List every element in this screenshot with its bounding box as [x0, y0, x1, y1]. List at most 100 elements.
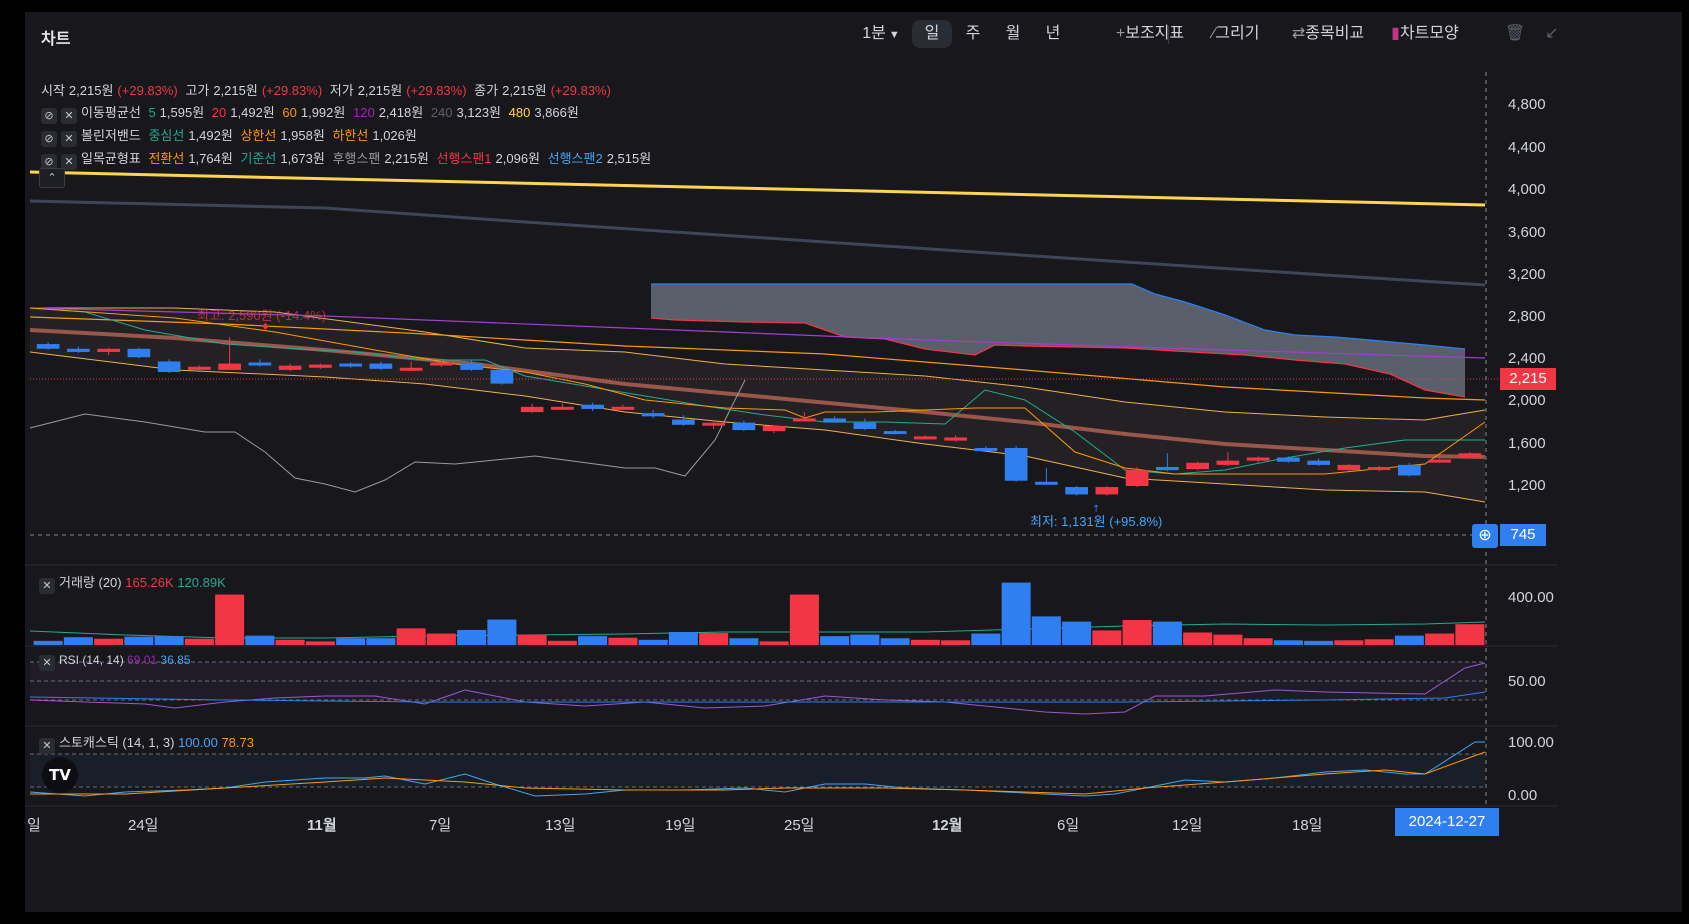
- rsi-label: RSI (14, 14): [59, 653, 124, 667]
- date-tick: 25일: [784, 817, 815, 834]
- ma120-value: 2,418원: [378, 105, 424, 120]
- rsi-signal-line: [29, 691, 1486, 703]
- toolbar-divider: [1168, 26, 1169, 44]
- collapse-legend-button[interactable]: ⌃: [39, 168, 65, 188]
- trash-icon[interactable]: 🗑: [1504, 25, 1526, 42]
- volume-bar: [1122, 620, 1152, 645]
- candle-body: [1035, 481, 1058, 485]
- ichimoku-conversion-line: [29, 307, 1486, 475]
- date-tick: 7일: [429, 817, 452, 834]
- close-icon[interactable]: ✕: [61, 108, 77, 124]
- chart-window: 차트 1분 ▼ 일 주 월 년 +보조지표 ⁄그리기 ⇄종목비교 ▮차트모양 🗑 …: [25, 12, 1682, 912]
- crosshair-date-tag: 2024-12-27: [1395, 808, 1499, 836]
- close-label: 종가: [474, 83, 499, 98]
- candle-body: [1125, 470, 1149, 486]
- volume-bar: [729, 638, 759, 645]
- candle-body: [278, 365, 302, 370]
- volume-bar: [63, 637, 93, 645]
- pencil-icon: ⁄: [1212, 25, 1216, 42]
- spana-label: 선행스팬1: [436, 151, 492, 166]
- close-icon[interactable]: ✕: [39, 578, 55, 594]
- period-month-button[interactable]: 월: [1005, 25, 1021, 42]
- chart-style-button[interactable]: ▮차트모양: [1385, 20, 1465, 48]
- bb-lower-value: 1,026원: [372, 128, 417, 143]
- volume-bar: [336, 638, 366, 645]
- eye-off-icon[interactable]: ⊘: [41, 131, 57, 147]
- ma20-value: 1,492원: [230, 105, 275, 120]
- candle-body: [309, 364, 332, 368]
- volume-value-1: 165.26K: [125, 575, 174, 590]
- indicator-button[interactable]: +보조지표: [1110, 20, 1190, 48]
- close-icon[interactable]: ✕: [61, 154, 77, 170]
- period-day-button[interactable]: 일: [912, 20, 952, 48]
- ichimoku-cloud: [651, 284, 1465, 397]
- volume-bar: [1152, 621, 1182, 645]
- candle-body: [1156, 467, 1179, 471]
- date-tick: 일: [27, 817, 41, 834]
- candle-body: [1337, 464, 1361, 471]
- add-alert-button[interactable]: ⊕: [1472, 524, 1498, 548]
- ma480-line: [29, 170, 1486, 207]
- price-tick: 1,200: [1508, 477, 1546, 494]
- candle-body: [339, 363, 362, 367]
- volume-bar: [517, 634, 547, 645]
- ichimoku-span-a: [650, 317, 1466, 398]
- ma5-value: 1,595원: [159, 105, 205, 120]
- price-axis[interactable]: 4,800 4,400 4,000 3,600 3,200 2,800 2,40…: [1500, 12, 1580, 912]
- price-tick: 4,800: [1508, 96, 1546, 113]
- low-annotation: 최저: 1,131원 (+95.8%): [1030, 514, 1163, 529]
- ma240-period: 240: [430, 105, 453, 120]
- stoch-label: 스토캐스틱 (14, 1, 3): [59, 735, 175, 750]
- base-label: 기준선: [240, 151, 277, 166]
- low-label: 저가: [329, 83, 354, 98]
- stoch-title: ✕ 스토캐스틱 (14, 1, 3) 100.00 78.73: [39, 732, 254, 754]
- compare-label: 종목비교: [1305, 25, 1365, 42]
- price-tick: 3,600: [1508, 224, 1546, 241]
- spana-value: 2,096원: [495, 151, 541, 166]
- candle-body: [551, 406, 574, 410]
- date-tick: 6일: [1057, 817, 1080, 834]
- period-year-button[interactable]: 년: [1045, 25, 1061, 42]
- volume-bar: [547, 640, 577, 645]
- ma20-period: 20: [211, 105, 227, 120]
- candle-body: [67, 348, 90, 352]
- price-chart[interactable]: ♦ ↑: [25, 12, 1682, 912]
- period-week-button[interactable]: 주: [965, 25, 981, 42]
- ichimoku-lagging-span: [29, 379, 746, 493]
- volume-bar: [880, 638, 910, 645]
- date-tick: 18일: [1292, 817, 1323, 834]
- candle-body: [914, 436, 937, 440]
- open-pct: (+29.83%): [117, 83, 178, 98]
- price-tick: 1,600: [1508, 435, 1546, 452]
- expand-icon[interactable]: ↙: [1545, 25, 1559, 42]
- volume-bars: [33, 582, 1485, 645]
- date-tick: 12일: [1172, 817, 1203, 834]
- high-annotation: 최고: 2,590원 (-14.4%): [197, 308, 327, 323]
- volume-bar: [941, 640, 971, 645]
- ma60-line: [29, 316, 1486, 401]
- candle-body: [1277, 457, 1300, 462]
- candle-body: [97, 348, 120, 352]
- ma480-period: 480: [508, 105, 531, 120]
- stoch-band: [30, 754, 1485, 787]
- close-icon[interactable]: ✕: [39, 738, 55, 754]
- candle-body: [1307, 460, 1330, 465]
- eye-off-icon[interactable]: ⊘: [41, 108, 57, 124]
- high-pct: (+29.83%): [261, 83, 323, 98]
- draw-button[interactable]: ⁄그리기: [1205, 20, 1267, 48]
- stoch-tick-bottom: 0.00: [1508, 787, 1538, 804]
- ichimoku-span-b: [651, 283, 1466, 350]
- close-icon[interactable]: ✕: [61, 131, 77, 147]
- volume-bar: [366, 638, 396, 645]
- interval-dropdown[interactable]: 1분 ▼: [859, 20, 903, 48]
- candle-body: [1458, 453, 1482, 458]
- volume-bar: [699, 633, 729, 645]
- candle-body: [490, 369, 514, 384]
- close-icon[interactable]: ✕: [39, 655, 55, 671]
- compare-button[interactable]: ⇄종목비교: [1288, 20, 1368, 48]
- bb-mid-label: 중심선: [148, 128, 185, 143]
- price-tick: 2,400: [1508, 350, 1546, 367]
- crosshair-price-tag: 745: [1500, 524, 1546, 546]
- eye-off-icon[interactable]: ⊘: [41, 154, 57, 170]
- candle-body: [793, 418, 816, 422]
